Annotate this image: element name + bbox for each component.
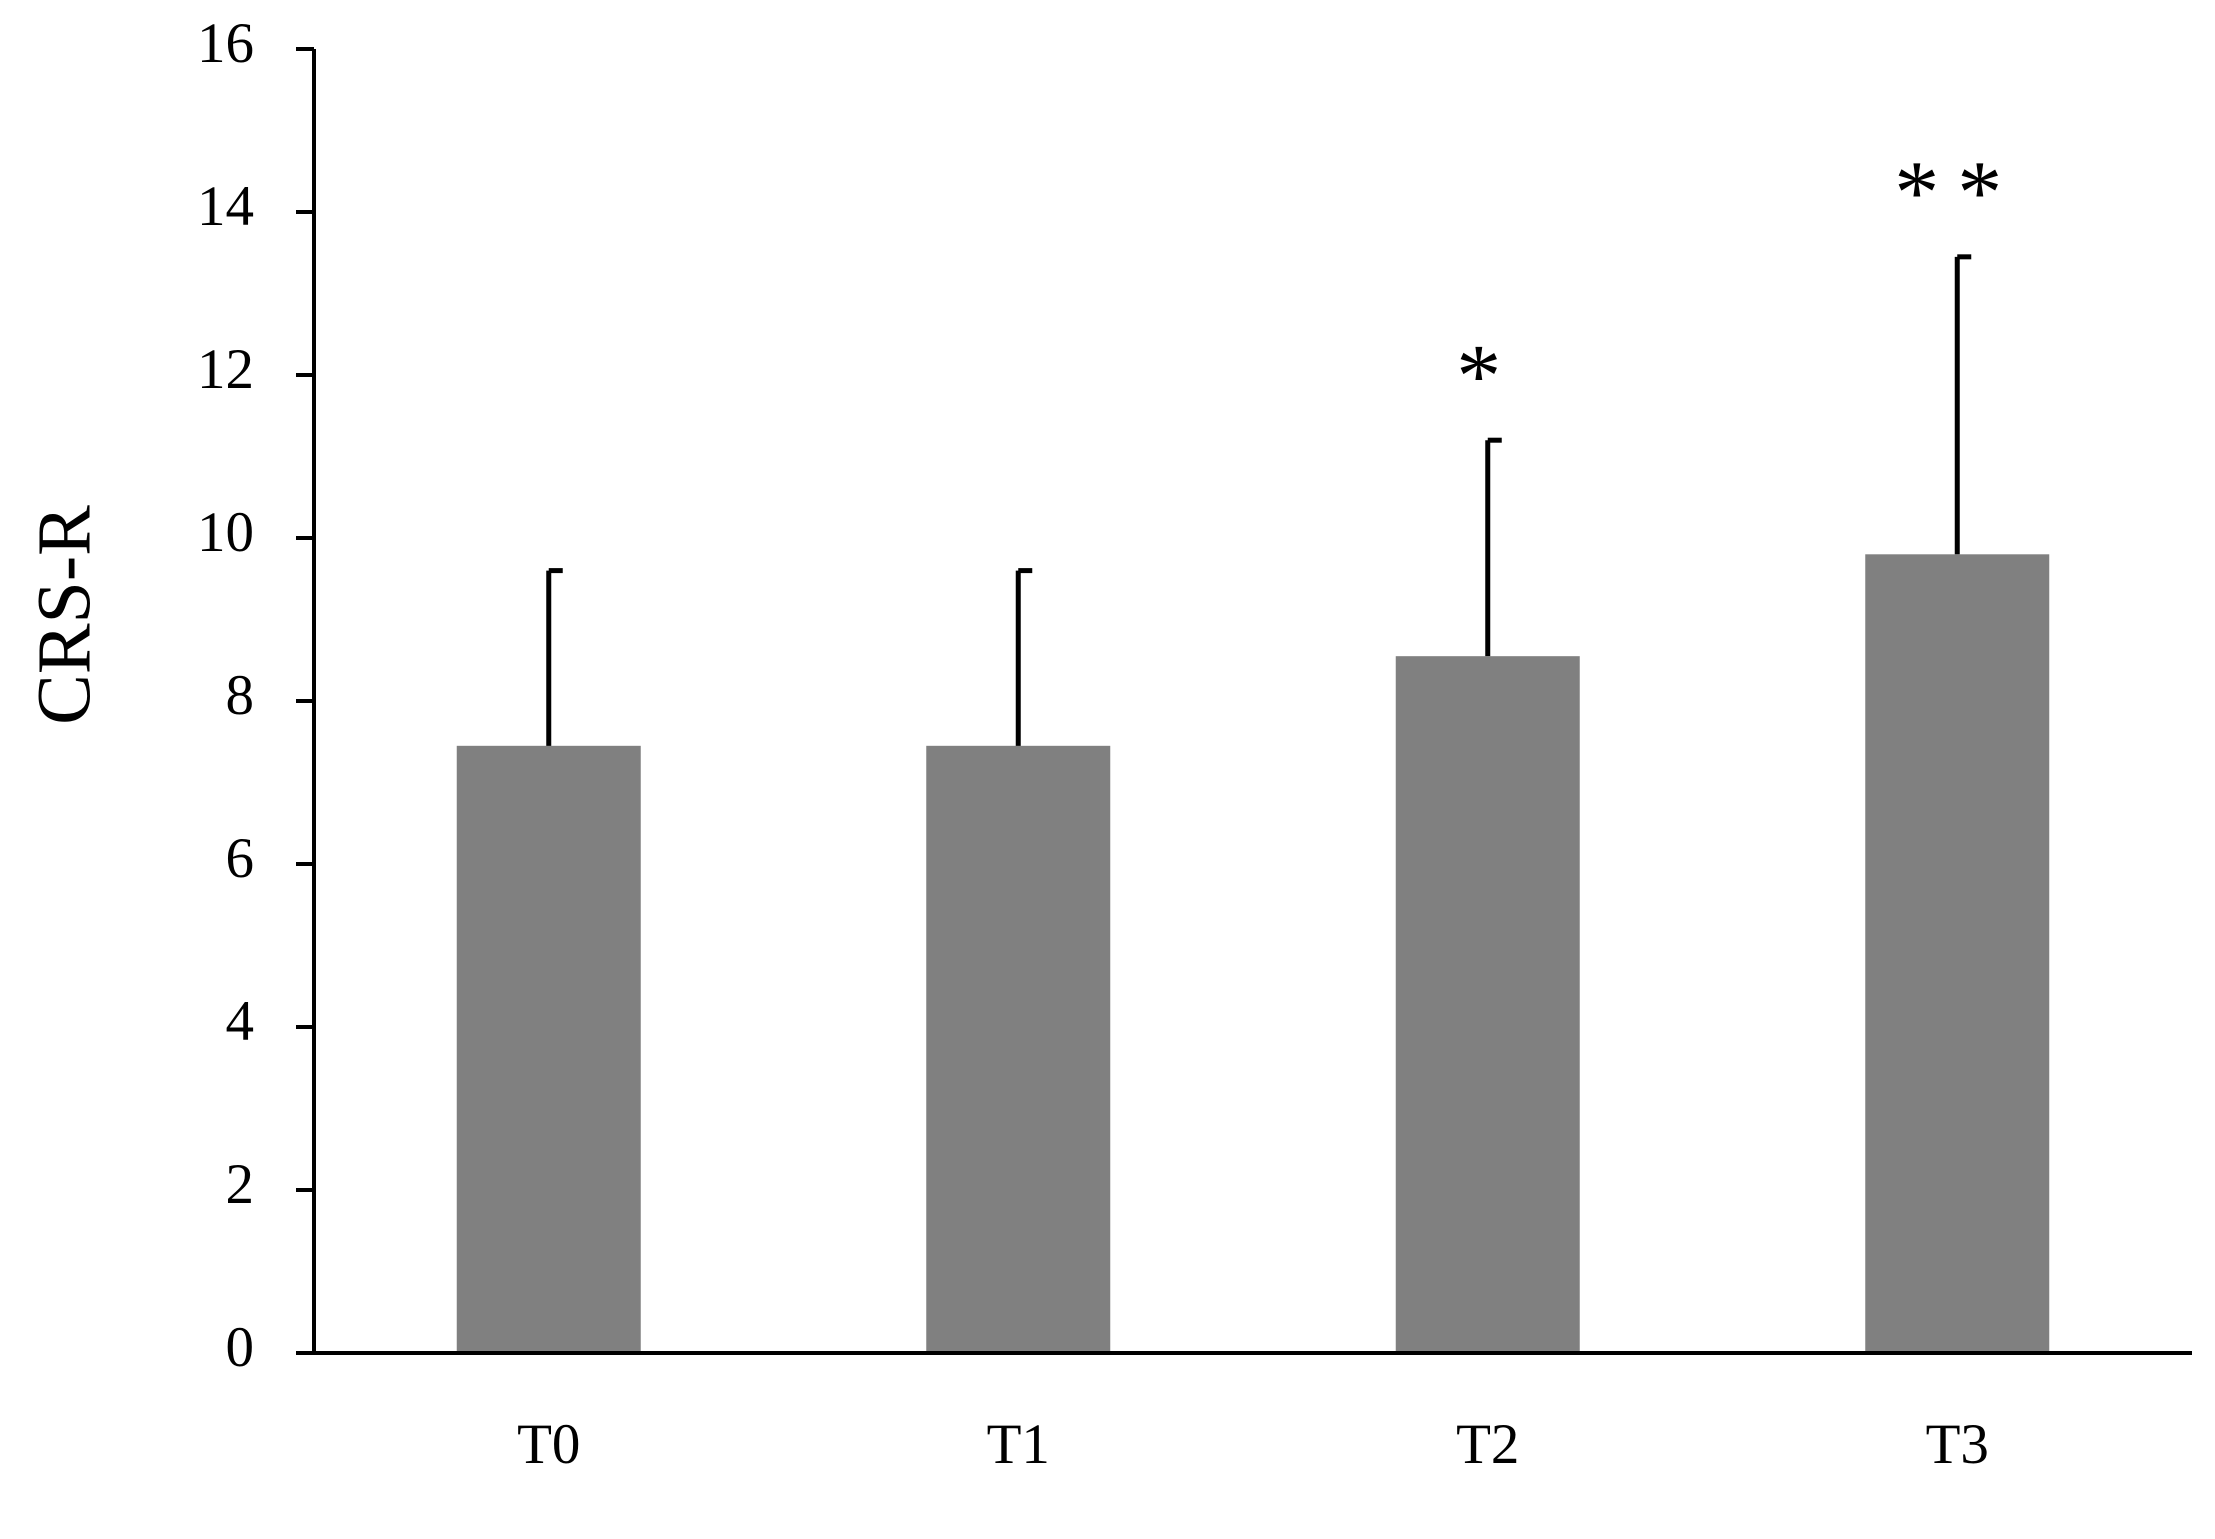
y-tick-label: 0 (226, 1316, 255, 1379)
x-tick-label: T1 (987, 1413, 1050, 1476)
y-tick-label: 2 (226, 1153, 255, 1216)
bar (1395, 656, 1580, 1353)
y-tick-label: 16 (197, 12, 254, 75)
bar (926, 745, 1111, 1353)
y-tick-label: 14 (197, 175, 254, 238)
x-tick-label: T3 (1926, 1413, 1989, 1476)
bar (456, 745, 641, 1353)
y-tick-label: 6 (226, 827, 255, 890)
significance-label: * (1456, 327, 1519, 426)
y-tick-label: 10 (197, 501, 254, 564)
y-tick-label: 4 (226, 990, 255, 1053)
y-tick-label: 12 (197, 338, 254, 401)
x-tick-label: T2 (1456, 1413, 1519, 1476)
x-tick-label: T0 (517, 1413, 580, 1476)
bar (1865, 554, 2050, 1353)
y-tick-label: 8 (226, 664, 255, 727)
y-axis-label: CRS-R (22, 505, 106, 725)
significance-label: ** (1894, 143, 2020, 242)
